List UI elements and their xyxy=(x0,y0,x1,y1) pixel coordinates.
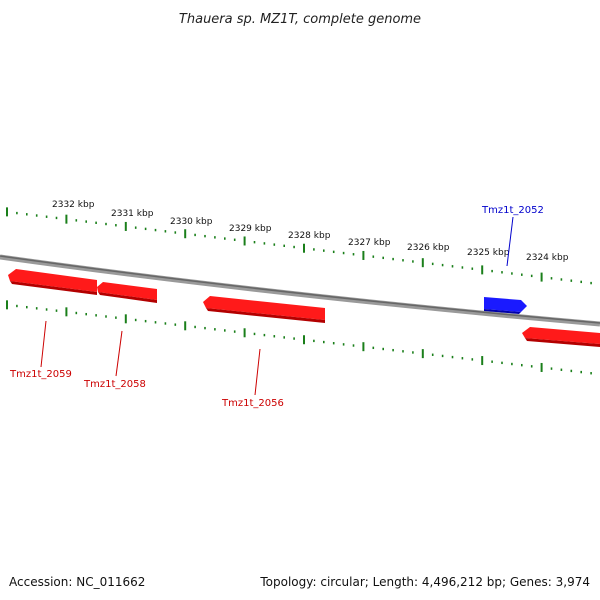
gene-label-Tmz1t_2052[interactable]: Tmz1t_2052 xyxy=(481,205,544,216)
tick-label-2329: 2329 kbp xyxy=(229,224,272,234)
lower-tick-scale xyxy=(6,300,592,375)
genome-backbone-edge xyxy=(0,255,600,324)
tick-label-2328: 2328 kbp xyxy=(288,231,331,241)
accession-text: Accession: NC_011662 xyxy=(9,575,145,589)
gene-label-Tmz1t_2056[interactable]: Tmz1t_2056 xyxy=(221,398,284,409)
map-title: Thauera sp. MZ1T, complete genome xyxy=(179,12,421,27)
leader-line-2059 xyxy=(40,320,47,368)
leader-line-2058 xyxy=(115,330,123,377)
kbp-tick-labels: 2332 kbp 2331 kbp 2330 kbp 2329 kbp 2328… xyxy=(52,200,569,263)
gene-Tmz1t_2058[interactable] xyxy=(97,282,157,303)
gene-labels: Tmz1t_2059 Tmz1t_2058 Tmz1t_2056 Tmz1t_2… xyxy=(9,205,544,409)
gene-Tmz1t_2056[interactable] xyxy=(203,296,325,323)
tick-label-2325: 2325 kbp xyxy=(467,248,510,258)
gene-Tmz1t_2059[interactable] xyxy=(8,269,97,295)
genome-backbone xyxy=(0,254,600,327)
leader-line-2052 xyxy=(506,216,514,267)
upper-tick-scale xyxy=(6,207,592,285)
tick-label-2332: 2332 kbp xyxy=(52,200,95,210)
tick-label-2324: 2324 kbp xyxy=(526,253,569,263)
leader-line-2056 xyxy=(254,348,261,396)
gene-label-Tmz1t_2059[interactable]: Tmz1t_2059 xyxy=(9,369,72,380)
gene-unlabeled-right[interactable] xyxy=(522,327,600,347)
gene-label-Tmz1t_2058[interactable]: Tmz1t_2058 xyxy=(83,379,146,390)
gene-Tmz1t_2052[interactable] xyxy=(484,297,527,314)
tick-label-2327: 2327 kbp xyxy=(348,238,391,248)
tick-label-2326: 2326 kbp xyxy=(407,243,450,253)
tick-label-2330: 2330 kbp xyxy=(170,217,213,227)
tick-label-2331: 2331 kbp xyxy=(111,209,154,219)
genome-summary-text: Topology: circular; Length: 4,496,212 bp… xyxy=(259,575,590,589)
